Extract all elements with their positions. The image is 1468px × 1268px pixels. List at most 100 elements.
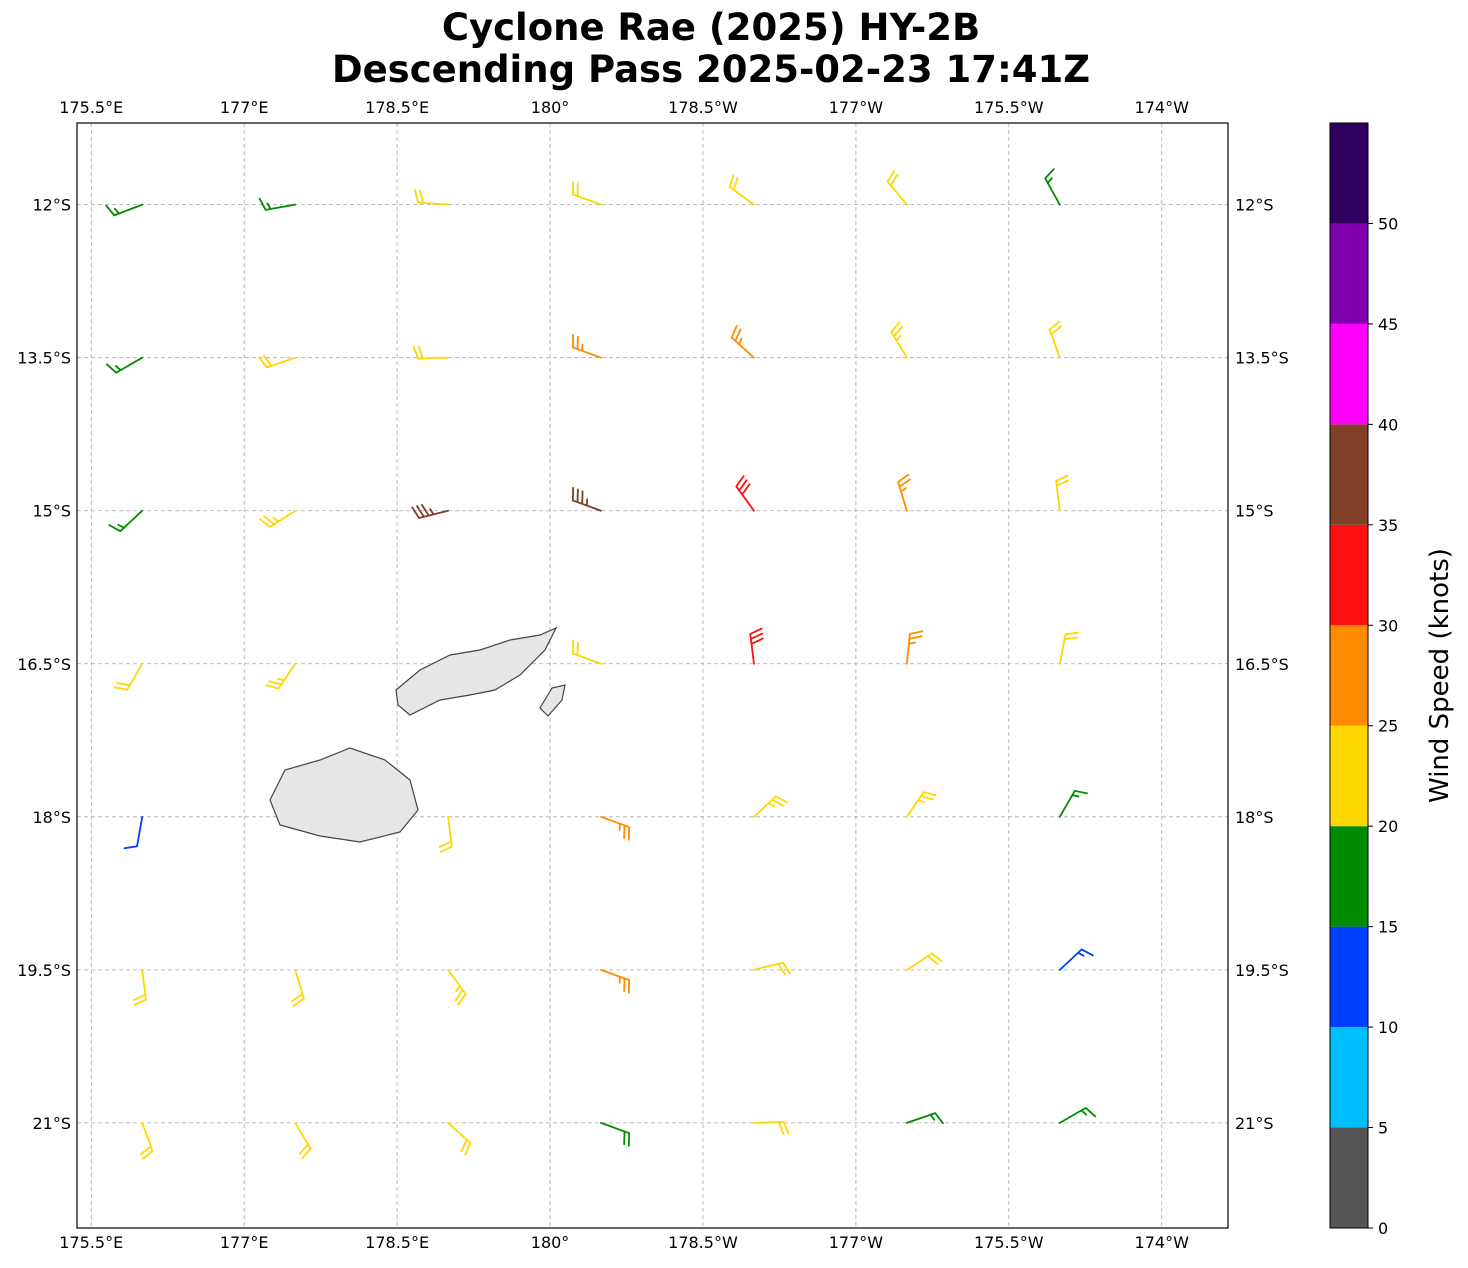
y-tick-label: 15°S [32, 502, 71, 521]
island [395, 626, 558, 716]
wind-barb [113, 662, 144, 691]
colorbar-tick-label: 0 [1378, 1219, 1388, 1238]
x-tick-label: 178.5°W [668, 98, 738, 117]
wind-barb [1055, 474, 1070, 512]
wind-barb [438, 815, 453, 853]
wind-barb [265, 662, 297, 690]
wind-barb [447, 968, 467, 1006]
wind-barb [447, 1122, 472, 1156]
wind-barb [905, 952, 943, 971]
wind-barb [571, 639, 602, 665]
wind-barb [571, 486, 602, 512]
colorbar-segment [1330, 625, 1368, 726]
wind-barb [1058, 631, 1079, 665]
x-tick-label: 175.5°E [59, 1233, 123, 1252]
wind-barb [1058, 789, 1089, 818]
y-tick-label: 18°S [32, 808, 71, 827]
wind-barb [749, 627, 764, 665]
y-tick-label: 15°S [1235, 502, 1274, 521]
wind-barb [108, 509, 144, 533]
colorbar-tick-label: 45 [1378, 315, 1398, 334]
wind-barb [897, 473, 911, 512]
colorbar-segment [1330, 826, 1368, 927]
colorbar-frame [1329, 122, 1369, 1229]
wind-barb [412, 345, 449, 360]
colorbar-tick-label: 25 [1378, 717, 1398, 736]
wind-barb [291, 968, 305, 1007]
wind-barb [600, 968, 631, 994]
wind-barb [258, 354, 297, 369]
colorbar-segment [1330, 123, 1368, 224]
wind-barb [753, 961, 791, 976]
y-tick-label: 12°S [1235, 196, 1274, 215]
y-tick-label: 21°S [32, 1114, 71, 1133]
y-tick-label: 21°S [1235, 1114, 1274, 1133]
colorbar-segment [1330, 1127, 1368, 1228]
wind-barb [1058, 948, 1094, 971]
colorbar-tick-label: 15 [1378, 918, 1398, 937]
land [269, 626, 566, 843]
wind-barb [132, 968, 147, 1006]
x-tick-label: 175.5°E [59, 98, 123, 117]
colorbar-segment [1330, 926, 1368, 1028]
x-tick-label: 175.5°W [974, 98, 1044, 117]
wind-barb [753, 795, 788, 818]
wind-barb [294, 1122, 312, 1160]
wind-barb [571, 333, 602, 359]
wind-barb [139, 1122, 154, 1160]
wind-barb [571, 180, 602, 206]
x-tick-label: 178.5°E [365, 1233, 429, 1252]
x-tick-label: 177°E [220, 1233, 269, 1252]
x-tick-label: 177°E [220, 98, 269, 117]
colorbar-tick-label: 5 [1378, 1119, 1388, 1138]
x-tick-label: 180° [531, 98, 570, 117]
map-frame [76, 122, 1229, 1229]
wind-barb [886, 169, 908, 206]
chart-title: Cyclone Rae (2025) HY-2B [442, 6, 980, 49]
x-tick-label: 174°W [1135, 98, 1190, 117]
wind-barb [730, 325, 755, 359]
y-tick-label: 12°S [32, 196, 71, 215]
wind-barb [728, 174, 755, 206]
wind-barb [1044, 168, 1061, 206]
colorbar-segment [1330, 323, 1368, 425]
colorbar-tick-label: 10 [1378, 1018, 1398, 1037]
wind-barb [753, 1120, 790, 1135]
x-tick-label: 175.5°W [974, 1233, 1044, 1252]
x-tick-label: 177°W [829, 98, 884, 117]
colorbar-segment [1330, 725, 1368, 827]
wind-barb [105, 356, 144, 374]
colorbar-tick-label: 30 [1378, 616, 1398, 635]
wind-barb [600, 815, 631, 841]
y-tick-label: 16.5°S [17, 655, 71, 674]
wind-barb [905, 630, 924, 665]
colorbar-segment [1330, 223, 1368, 324]
colorbar-label: Wind Speed (knots) [1425, 548, 1455, 803]
wind-barb [905, 791, 937, 818]
wind-barb [1048, 320, 1063, 359]
wind-barb [1058, 1107, 1097, 1124]
chart-subtitle: Descending Pass 2025-02-23 17:41Z [332, 48, 1090, 91]
wind-barb [414, 189, 449, 206]
y-tick-label: 13.5°S [1235, 349, 1289, 368]
colorbar-tick-label: 50 [1378, 214, 1398, 233]
x-tick-label: 178.5°E [365, 98, 429, 117]
x-tick-label: 178.5°W [668, 1233, 738, 1252]
x-tick-label: 180° [531, 1233, 570, 1252]
y-tick-label: 19.5°S [17, 961, 71, 980]
colorbar-tick-label: 35 [1378, 516, 1398, 535]
wind-barb [735, 475, 755, 512]
y-tick-label: 18°S [1235, 808, 1274, 827]
x-tick-label: 177°W [829, 1233, 884, 1252]
wind-barb [890, 321, 908, 359]
wind-barb [123, 815, 144, 850]
y-tick-label: 19.5°S [1235, 961, 1289, 980]
colorbar-tick-label: 40 [1378, 415, 1398, 434]
y-tick-label: 16.5°S [1235, 655, 1289, 674]
island [539, 684, 566, 717]
colorbar-segment [1330, 1027, 1368, 1128]
wind-barb [600, 1122, 631, 1147]
x-tick-label: 174°W [1135, 1233, 1190, 1252]
y-tick-label: 13.5°S [17, 349, 71, 368]
